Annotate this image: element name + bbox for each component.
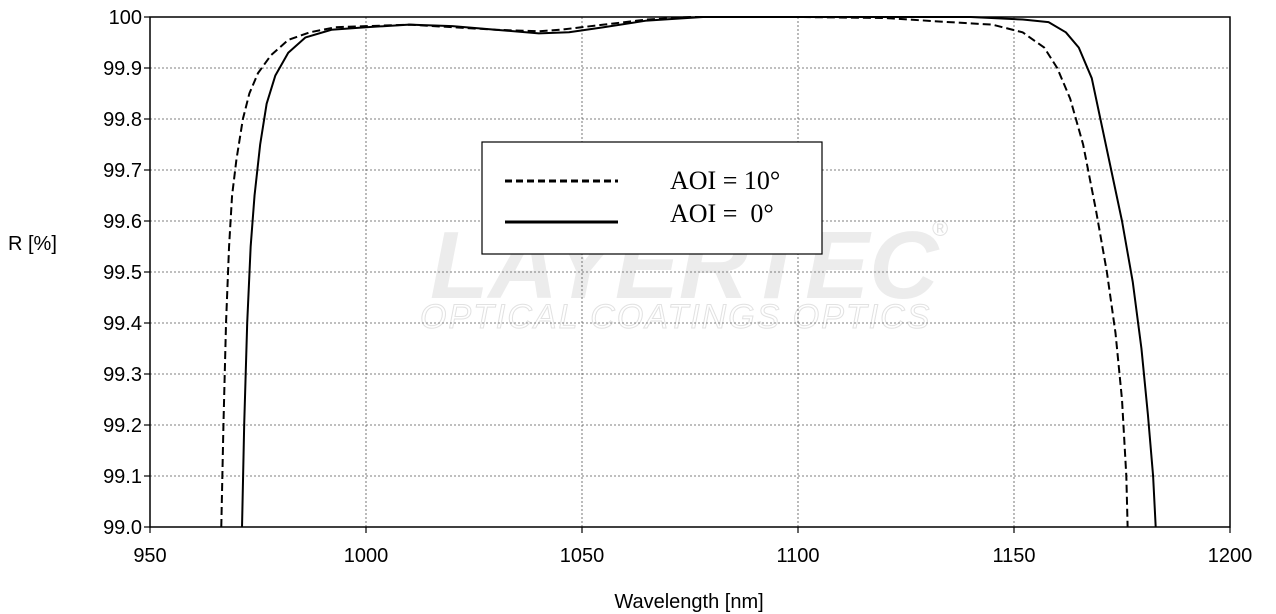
x-tick-labels: 950 1000 1050 1100 1150 1200 [133, 545, 1252, 567]
series-line-aoi-0 [241, 16, 1157, 528]
y-tick-label: 99.4 [103, 313, 142, 335]
watermark-subtitle-text: OPTICAL COATINGS OPTICS [420, 298, 931, 336]
y-tick-label: 100 [109, 7, 142, 29]
legend: AOI = 10° AOI = 0° [481, 141, 823, 255]
y-tick-label: 99.0 [103, 517, 142, 539]
y-tick-label: 99.3 [103, 364, 142, 386]
y-tick-label: 99.8 [103, 109, 142, 131]
legend-box [481, 141, 823, 255]
y-axis-title: R [%] [8, 233, 57, 255]
x-tick-label: 1000 [344, 545, 389, 567]
grid [150, 17, 1230, 527]
series-lines [220, 16, 1157, 528]
y-tick-labels: 99.0 99.1 99.2 99.3 99.4 99.5 99.6 99.7 99.8 99.9… [103, 7, 142, 539]
y-tick-label: 99.9 [103, 58, 142, 80]
x-tick-label: 1200 [1208, 545, 1253, 567]
x-tick-label: 1150 [992, 545, 1035, 567]
x-tick-label: 950 [133, 545, 166, 567]
watermark-registered-mark: ® [932, 216, 948, 241]
y-tick-label: 99.7 [103, 160, 142, 182]
legend-label-aoi-10: AOI = 10° [670, 166, 780, 195]
tick-marks [144, 16, 1231, 533]
legend-label-aoi-0: AOI = 0° [670, 199, 774, 228]
y-tick-label: 99.1 [103, 466, 142, 488]
series-line-aoi-10 [220, 16, 1129, 528]
y-tick-label: 99.2 [103, 415, 142, 437]
x-tick-label: 1100 [776, 545, 819, 567]
y-tick-label: 99.5 [103, 262, 142, 284]
y-tick-label: 99.6 [103, 211, 142, 233]
x-tick-label: 1050 [560, 545, 605, 567]
x-axis-title: Wavelength [nm] [614, 591, 763, 613]
